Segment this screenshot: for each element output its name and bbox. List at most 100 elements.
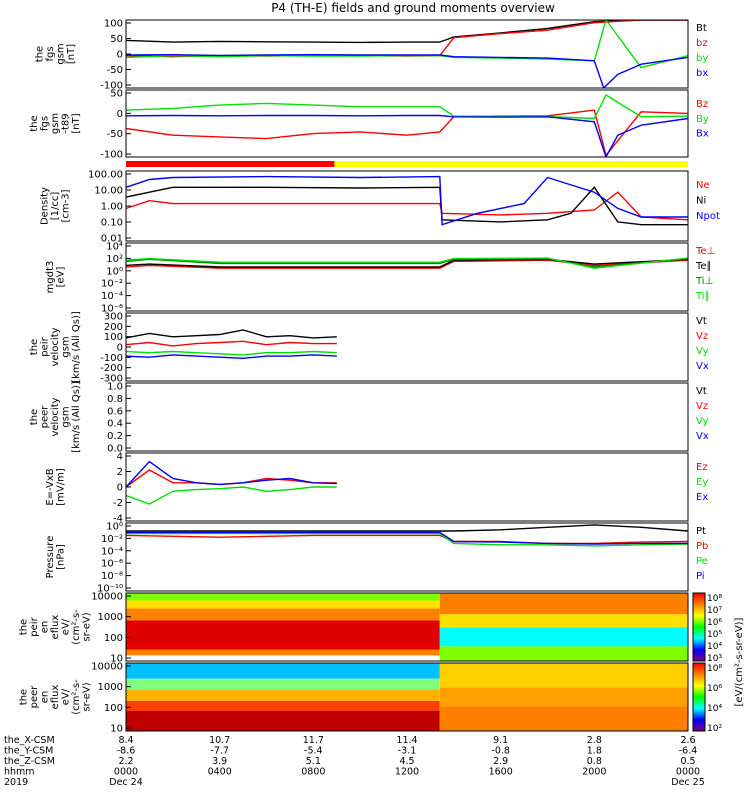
y-tick-label: 100 [104, 19, 123, 30]
x-axis-value: 3.9 [212, 756, 227, 767]
y-tick-label: 10 [110, 724, 123, 735]
spectrogram-cell [126, 710, 440, 731]
y-axis-label-line: velocity [50, 397, 61, 436]
x-axis-value: 1200 [395, 767, 419, 778]
colorbar [692, 662, 706, 732]
y-tick-label: 10⁻⁴ [101, 546, 123, 557]
colorbar-tick-label: 10⁶ [707, 684, 722, 694]
y-tick-label: 10⁻⁸ [101, 571, 123, 582]
series-line-Pt [126, 524, 688, 532]
panel-frame [125, 242, 689, 312]
spectrogram-cell [439, 646, 688, 661]
y-tick-label: 0 [117, 109, 123, 120]
legend-peir-velocity-3: Vx [696, 361, 709, 372]
y-axis-label-line: the [29, 339, 40, 355]
y-tick-label: -50 [107, 65, 123, 76]
y-tick-label: 1.0 [107, 382, 123, 393]
spectrogram-cell [126, 663, 440, 679]
panel-fgs-gsm: 100 50 0 -50 -100 the fgs gsm [nT] Bt bz by bx [34, 19, 708, 92]
x-axis-value: 0.8 [587, 756, 602, 767]
legend-pressure-2: Pe [696, 556, 708, 567]
y-tick-label: 0.4 [107, 419, 123, 430]
y-axis-label-line: [eV] [55, 267, 66, 288]
x-axis-value: 2000 [582, 767, 606, 778]
y-tick-label: 10.00 [94, 186, 123, 197]
spectrogram-cell [126, 649, 440, 656]
legend-peir-velocity-1: Vz [696, 331, 708, 342]
y-axis-label-line: Density [40, 187, 51, 225]
x-axis-value: 10.7 [209, 735, 230, 746]
colorbar-peir-eflux: 10⁸ 10⁷ 10⁶ 10⁵ 10⁴ 10³ [692, 592, 722, 664]
legend-peer-velocity-1: Vz [696, 401, 708, 412]
series-line-by [126, 20, 688, 69]
spectrogram-cell [126, 600, 440, 609]
series-line-Ti∥ [126, 257, 688, 269]
legend-mom-temp-0: Te⊥ [695, 246, 715, 257]
series-line-Bx [126, 114, 688, 157]
series-line-Ni [126, 186, 688, 226]
legend-pressure-0: Pt [696, 526, 706, 537]
y-tick-label: 10⁻² [101, 279, 123, 290]
y-axis-label-line: velocity [50, 327, 61, 366]
x-axis-value: -7.7 [210, 746, 229, 757]
panel-frame [125, 170, 689, 242]
series-line-Pi [126, 531, 688, 545]
legend-fgs-gsm-3: bx [696, 68, 708, 79]
panel-frame [125, 662, 689, 732]
y-axis-label-line: -t89 [61, 113, 72, 133]
legend-e-field-0: Ez [696, 462, 708, 473]
legend-fgs-gsm-2: by [696, 53, 708, 64]
x-axis-value: 0000 [114, 767, 138, 778]
y-axis-label-line: the [19, 619, 30, 635]
y-tick-label: 0.8 [107, 394, 123, 405]
colorbar-label: [eV/(cm²-s-sr-eV)] [734, 617, 745, 706]
y-tick-label: -4 [113, 514, 123, 525]
x-axis-value: 2.8 [587, 735, 602, 746]
colorbar-tick-label: 10⁵ [707, 630, 722, 640]
y-axis-label-line: [nPa] [55, 544, 66, 570]
y-axis-label-line: [mV/m] [55, 468, 66, 506]
x-axis-value: Dec 24 [109, 777, 143, 788]
y-axis-label-line: Pressure [45, 536, 56, 579]
legend-e-field-1: Ey [696, 477, 708, 488]
x-axis-labels: the_X-CSM 8.4 10.7 11.7 11.4 9.1 2.8 2.6 the_Y-C… [4, 735, 705, 788]
spectrogram-cell [439, 614, 688, 628]
y-axis-label-line: eV/ [61, 688, 72, 705]
series-line-Npot [126, 175, 688, 226]
y-tick-label: 10 [110, 654, 123, 665]
x-axis-value: 5.1 [306, 756, 321, 767]
x-axis-value: 4.5 [399, 756, 414, 767]
legend-density-2: Npot [696, 211, 720, 222]
y-tick-label: 50 [110, 89, 123, 100]
x-axis-value: 2.9 [493, 756, 508, 767]
series-line-Ex [126, 460, 337, 488]
y-axis-label-line: en [40, 691, 51, 704]
y-tick-label: 1000 [98, 612, 123, 623]
series-line-Ez [126, 469, 337, 488]
colorbar-tick-label: 10⁸ [707, 664, 722, 674]
spectrogram-cell [439, 593, 688, 615]
legend-peir-velocity-2: Vy [696, 346, 709, 357]
y-tick-label: 50 [110, 34, 123, 45]
mode-bar-segment [126, 161, 335, 167]
legend-mom-temp-2: Ti⊥ [695, 276, 713, 287]
y-tick-label: -50 [107, 129, 123, 140]
legend-pressure-3: Pi [696, 571, 705, 582]
y-axis-label-line: fgs [45, 46, 56, 61]
legend-peer-velocity-0: Vt [696, 386, 707, 397]
x-axis-row-name: the_Y-CSM [4, 746, 53, 757]
y-tick-label: 10⁻² [101, 534, 123, 545]
legend-pressure-1: Pb [696, 541, 708, 552]
y-tick-label: 200 [104, 322, 123, 333]
spectrogram-cell [439, 663, 688, 688]
y-axis-label-line: sr-eV) [82, 612, 93, 641]
y-axis-label-line: [1/cc] [50, 192, 61, 221]
x-axis-value: 2.2 [118, 756, 133, 767]
y-tick-label: -100 [100, 81, 123, 92]
y-axis-label-line: the [19, 689, 30, 705]
y-tick-label: 2 [117, 467, 123, 478]
y-tick-label: 10⁻⁶ [101, 304, 123, 315]
y-axis-label-line: [km/s (All Qs)] [71, 311, 82, 383]
y-tick-label: -2 [113, 498, 123, 509]
